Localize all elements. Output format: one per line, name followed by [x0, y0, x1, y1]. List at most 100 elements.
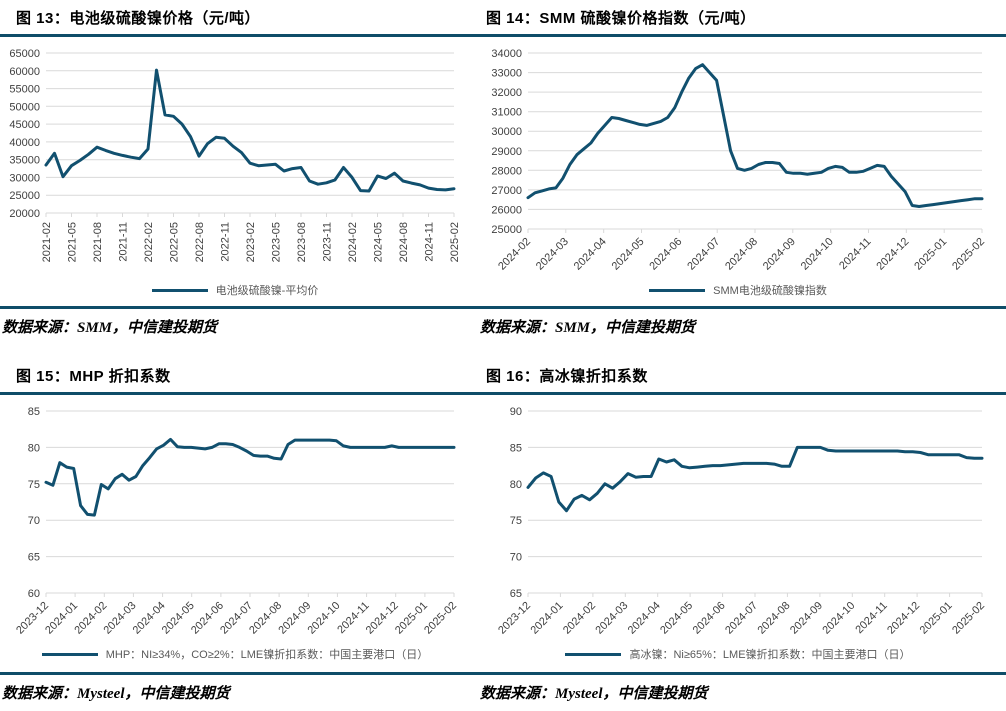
svg-text:2024-06: 2024-06 [691, 600, 728, 637]
panel-fig15: 图 15：MHP 折扣系数 60 65 70 75 80 85 2023-12 2024-01… [0, 345, 470, 711]
svg-text:2024-06: 2024-06 [647, 236, 684, 273]
title-divider [470, 34, 1006, 37]
svg-text:2025-01: 2025-01 [912, 236, 949, 273]
svg-text:2021-11: 2021-11 [118, 222, 130, 262]
svg-text:2024-04: 2024-04 [572, 236, 609, 273]
svg-text:2025-02: 2025-02 [449, 222, 461, 262]
data-source-fig14: 数据来源：SMM，中信建投期货 [480, 320, 696, 336]
svg-text:2024-10: 2024-10 [305, 600, 342, 637]
svg-text:2024-01: 2024-01 [528, 600, 565, 637]
chart-title-fig13: 图 13：电池级硫酸镍价格（元/吨） [16, 10, 261, 27]
legend-line-swatch [41, 652, 98, 656]
svg-text:2024-07: 2024-07 [685, 236, 722, 273]
svg-text:2024-03: 2024-03 [593, 600, 630, 637]
svg-text:2024-08: 2024-08 [755, 600, 792, 637]
svg-text:2022-08: 2022-08 [194, 222, 206, 262]
legend-fig15: MHP：NI≥34%，CO≥2%：LME镍折扣系数：中国主要港口（日） [0, 644, 470, 664]
svg-text:27000: 27000 [491, 185, 522, 197]
svg-text:2025-02: 2025-02 [422, 600, 459, 637]
legend-label: MHP：NI≥34%，CO≥2%：LME镍折扣系数：中国主要港口（日） [105, 649, 429, 661]
svg-text:2025-02: 2025-02 [950, 236, 987, 273]
svg-text:65: 65 [510, 588, 522, 600]
svg-text:80: 80 [510, 479, 522, 491]
panel-fig14: 图 14：SMM 硫酸镍价格指数（元/吨） 25000 26000 27000 280… [470, 0, 1006, 345]
svg-text:2025-02: 2025-02 [950, 600, 987, 637]
svg-text:2022-05: 2022-05 [169, 222, 181, 262]
svg-text:65: 65 [28, 552, 40, 564]
svg-text:29000: 29000 [491, 146, 522, 158]
svg-text:25000: 25000 [491, 224, 522, 236]
svg-text:2021-02: 2021-02 [41, 222, 53, 262]
svg-text:2024-05: 2024-05 [610, 236, 647, 273]
svg-text:30000: 30000 [9, 172, 40, 184]
svg-text:2024-11: 2024-11 [853, 600, 889, 636]
svg-text:55000: 55000 [9, 84, 40, 96]
legend-label: 高冰镍：Ni≥65%：LME镍折扣系数：中国主要港口（日） [629, 649, 911, 661]
svg-text:85: 85 [28, 406, 40, 418]
svg-text:2024-10: 2024-10 [799, 236, 836, 273]
svg-text:2022-11: 2022-11 [220, 222, 232, 262]
line-chart-fig15: 6065707580852023-122024-012024-022024-03… [14, 406, 459, 637]
panel-divider [0, 672, 470, 675]
svg-text:2024-02: 2024-02 [496, 236, 533, 273]
svg-text:2024-11: 2024-11 [424, 222, 436, 262]
svg-text:2024-08: 2024-08 [398, 222, 410, 262]
svg-text:2024-12: 2024-12 [885, 600, 922, 637]
svg-text:2022-02: 2022-02 [143, 222, 155, 262]
svg-text:2023-05: 2023-05 [271, 222, 283, 262]
svg-text:31000: 31000 [491, 107, 522, 119]
svg-text:2024-03: 2024-03 [534, 236, 571, 273]
svg-text:70: 70 [510, 552, 522, 564]
svg-text:2024-09: 2024-09 [761, 236, 798, 273]
title-divider [470, 392, 1006, 395]
svg-text:2024-05: 2024-05 [373, 222, 385, 262]
svg-text:40000: 40000 [9, 137, 40, 149]
chart-title-fig15: 图 15：MHP 折扣系数 [16, 368, 171, 385]
data-source-fig15: 数据来源：Mysteel，中信建投期货 [2, 686, 230, 702]
data-source-fig13: 数据来源：SMM，中信建投期货 [2, 320, 218, 336]
chart-title-fig14: 图 14：SMM 硫酸镍价格指数（元/吨） [486, 10, 756, 27]
legend-fig13: 电池级硫酸镍-平均价 [0, 280, 470, 300]
svg-text:20000: 20000 [9, 208, 40, 220]
svg-text:2021-08: 2021-08 [92, 222, 104, 262]
chart-area-fig15: 60 65 70 75 80 85 2023-12 2024-01 2024-02 2024-03… [0, 395, 470, 646]
svg-text:90: 90 [510, 406, 522, 418]
svg-text:45000: 45000 [9, 119, 40, 131]
svg-text:50000: 50000 [9, 101, 40, 113]
svg-text:60000: 60000 [9, 66, 40, 78]
svg-text:2024-04: 2024-04 [626, 600, 663, 637]
svg-text:85: 85 [510, 442, 522, 454]
panel-divider [470, 672, 1006, 675]
line-chart-fig13: 20000 25000 30000 35000 40000 45000 50000 55000… [9, 48, 461, 262]
svg-text:33000: 33000 [491, 68, 522, 80]
svg-text:2024-07: 2024-07 [723, 600, 760, 637]
svg-text:32000: 32000 [491, 87, 522, 99]
data-source-fig16: 数据来源：Mysteel，中信建投期货 [480, 686, 708, 702]
title-divider [0, 392, 470, 395]
svg-text:2024-02: 2024-02 [347, 222, 359, 262]
svg-text:2024-09: 2024-09 [788, 600, 825, 637]
legend-line-swatch [151, 288, 208, 292]
svg-text:2025-01: 2025-01 [918, 600, 955, 637]
svg-text:26000: 26000 [491, 204, 522, 216]
chart-area-fig13: 20000 25000 30000 35000 40000 45000 50000 55000… [0, 37, 470, 282]
legend-line-swatch [565, 652, 622, 656]
svg-text:2024-10: 2024-10 [820, 600, 857, 637]
line-chart-fig14: 25000 26000 27000 28000 29000 30000 31000 32000… [491, 48, 987, 273]
title-divider [0, 34, 470, 37]
svg-text:70: 70 [28, 515, 40, 527]
svg-text:2023-11: 2023-11 [322, 222, 334, 262]
svg-text:60: 60 [28, 588, 40, 600]
svg-text:75: 75 [510, 515, 522, 527]
chart-title-fig16: 图 16：高冰镍折扣系数 [486, 368, 648, 385]
panel-fig13: 图 13：电池级硫酸镍价格（元/吨） 20000 25000 30000 35000 4… [0, 0, 470, 345]
svg-text:2021-05: 2021-05 [67, 222, 79, 262]
svg-text:65000: 65000 [9, 48, 40, 60]
legend-fig14: SMM电池级硫酸镍指数 [470, 280, 1006, 300]
svg-text:30000: 30000 [491, 126, 522, 138]
panel-fig16: 图 16：高冰镍折扣系数 65 70 75 80 85 90 2023-12 2024-01 2… [470, 345, 1006, 711]
svg-text:34000: 34000 [491, 48, 522, 60]
line-chart-fig16: 65 70 75 80 85 90 2023-122024-012024-022024-03… [496, 406, 987, 637]
svg-text:2023-12: 2023-12 [496, 600, 533, 637]
